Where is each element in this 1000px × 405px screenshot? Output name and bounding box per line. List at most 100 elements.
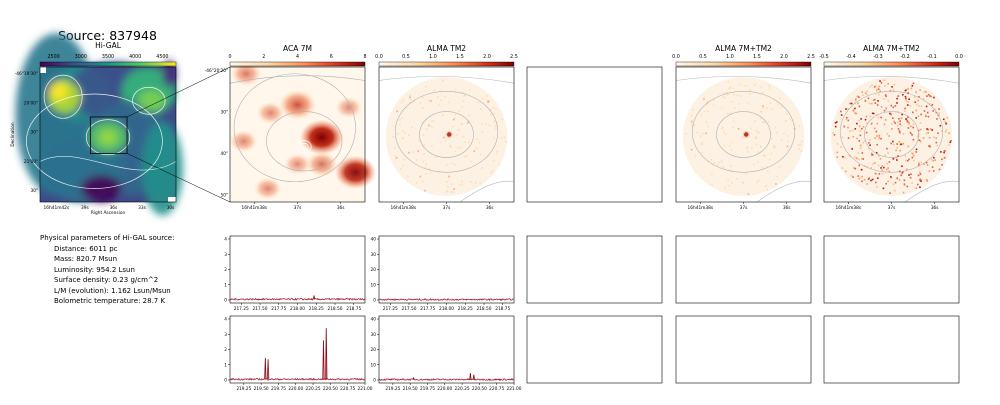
- alma-7m-tm2-residual-noise-pixel: [920, 180, 922, 182]
- alma-7m-tm2-residual-noise-pixel: [835, 121, 838, 123]
- alma-7m-tm2-residual-noise-pixel: [836, 156, 839, 158]
- alma-tm2-noise-pixel: [408, 151, 410, 154]
- alma-tm2-noise-pixel: [449, 145, 452, 148]
- alma-tm2-noise-pixel: [399, 123, 401, 126]
- alma-7m-tm2-residual-noise: [832, 79, 952, 194]
- alma-7m-tm2-residual-noise-pixel: [906, 121, 909, 124]
- alma-tm2-noise-pixel: [493, 120, 496, 123]
- alma-7m-tm2-residual-noise-pixel: [912, 123, 915, 126]
- alma-tm2-noise-pixel: [415, 159, 418, 161]
- alma-7m-tm2-residual-noise-pixel: [869, 139, 872, 141]
- alma-7m-tm2-residual-noise-pixel: [841, 167, 844, 169]
- alma-7m-tm2-residual-noise-pixel: [884, 85, 886, 87]
- alma-7m-tm2-residual-noise-pixel: [847, 119, 850, 122]
- alma-7m-tm2-residual-noise-pixel: [876, 104, 879, 106]
- alma-7m-tm2-residual-noise-pixel: [910, 173, 912, 175]
- alma-7m-tm2-noise-pixel: [739, 95, 742, 97]
- alma-tm2-noise-pixel: [462, 100, 465, 102]
- alma-7m-tm2-residual-noise-pixel: [843, 156, 846, 159]
- alma-7m-tm2-residual-noise-pixel: [861, 127, 863, 130]
- alma-7m-tm2-residual-noise-pixel: [834, 121, 837, 124]
- alma-tm2-noise-pixel: [487, 101, 489, 103]
- alma-tm2-colorbar-tick-label: 0.5: [402, 54, 410, 60]
- alma-7m-tm2-residual-noise-pixel: [910, 87, 913, 90]
- alma-7m-tm2-residual-noise-pixel: [873, 127, 876, 130]
- alma-tm2-noise-pixel: [495, 152, 498, 155]
- alma-7m-tm2-residual-noise-pixel: [832, 132, 835, 134]
- alma-7m-tm2-residual-noise-pixel: [872, 112, 875, 115]
- alma-7m-tm2-residual-noise-pixel: [907, 145, 910, 148]
- alma-usb-spectral-line: [412, 376, 415, 380]
- aca7m-colorbar-tick-label: 4: [296, 54, 299, 60]
- alma-7m-tm2-noise-pixel: [762, 154, 765, 157]
- parameter-evolution: L/M (evolution): 1.162 Lsun/Msun: [54, 286, 171, 295]
- higal-colorbar: 2500 3000 3500 4000 4500: [39, 54, 177, 67]
- alma-7m-tm2-residual-noise-pixel: [836, 143, 839, 145]
- alma-tm2-noise-pixel: [467, 121, 469, 124]
- alma-7m-tm2-residual-noise-pixel: [857, 175, 860, 177]
- alma-7m-tm2-residual-noise-pixel: [901, 143, 904, 146]
- alma-7m-tm2-residual-noise-pixel: [927, 128, 929, 131]
- alma-tm2-noise-pixel: [481, 98, 484, 100]
- alma-7m-tm2-residual-noise-pixel: [836, 151, 839, 154]
- alma-7m-tm2-residual-noise-pixel: [857, 102, 859, 105]
- alma-tm2-noise-pixel: [446, 163, 448, 166]
- alma-7m-tm2-residual-noise-pixel: [928, 103, 931, 105]
- alma-tm2-noise-pixel: [401, 137, 404, 140]
- alma-7m-tm2-residual-noise-pixel: [860, 118, 862, 120]
- alma-7m-tm2-residual-noise-pixel: [877, 177, 879, 179]
- alma-7m-tm2-residual-noise-pixel: [929, 145, 931, 148]
- alma-tm2-noise-pixel: [418, 139, 421, 142]
- alma-7m-tm2-residual-noise-pixel: [871, 84, 873, 86]
- alma-tm2-peak-halo: [445, 131, 453, 138]
- alma-7m-tm2-residual-noise-pixel: [911, 182, 913, 184]
- alma-7m-tm2-residual-noise-pixel: [858, 164, 861, 167]
- alma-7m-tm2-residual-noise-pixel: [868, 102, 871, 105]
- alma-7m-tm2-residual-noise-pixel: [863, 165, 866, 167]
- alma-7m-tm2-residual-noise-pixel: [840, 110, 842, 113]
- parameters-block: Physical parameters of Hi-GAL source: Di…: [40, 233, 174, 307]
- aca7m-colorbar-bar: [229, 61, 366, 67]
- alma-7m-tm2-residual-noise-pixel: [883, 123, 886, 126]
- alma-tm2-noise-pixel: [488, 100, 491, 102]
- aca-usb-x-tick-label: 221.00: [357, 386, 372, 392]
- alma-tm2-noise-pixel: [404, 132, 407, 134]
- alma-tm2-noise-pixel: [442, 114, 444, 116]
- alma-tm2-noise-pixel: [470, 181, 473, 183]
- alma-7m-tm2-residual-noise-pixel: [944, 150, 946, 152]
- alma-7m-tm2-residual-noise-pixel: [883, 98, 885, 100]
- alma-7m-tm2-noise-pixel: [768, 159, 771, 161]
- alma-7m-tm2-noise-pixel: [765, 166, 768, 168]
- alma-7m-tm2-noise-pixel: [747, 151, 749, 153]
- alma-7m-tm2-residual-noise-pixel: [927, 93, 930, 96]
- alma-7m-tm2-residual-noise-pixel: [887, 152, 889, 154]
- alma-7m-tm2-residual-noise-pixel: [934, 159, 937, 161]
- alma-tm2-noise-pixel: [491, 170, 494, 172]
- alma-7m-tm2-noise-pixel: [756, 151, 759, 154]
- alma-7m-tm2-residual-colorbar-tick-label: 0.0: [955, 54, 963, 60]
- alma-7m-tm2-noise-pixel: [757, 161, 759, 164]
- alma-7m-tm2-residual-noise-pixel: [852, 109, 855, 112]
- alma-7m-tm2-noise-pixel: [756, 181, 758, 183]
- alma-7m-tm2-noise-pixel: [721, 166, 724, 169]
- empty-spectrum-frame: [675, 315, 812, 384]
- alma-7m-tm2-residual-noise-pixel: [925, 132, 928, 135]
- alma-7m-tm2-residual-noise-pixel: [926, 180, 928, 182]
- alma-7m-tm2-residual-noise-pixel: [866, 93, 868, 96]
- alma-tm2-noise-pixel: [479, 153, 482, 156]
- alma-7m-tm2-noise-pixel: [727, 81, 730, 83]
- aca7m-emission-blob: [253, 177, 282, 200]
- alma-tm2-noise-pixel: [444, 139, 447, 142]
- aca-lsb-x-tick-label: 217.50: [252, 306, 267, 312]
- alma-7m-tm2-noise-pixel: [799, 143, 802, 146]
- alma-7m-tm2-residual-noise-pixel: [905, 89, 907, 92]
- alma-7m-tm2-residual-noise-pixel: [849, 102, 851, 105]
- alma-7m-tm2-noise-pixel: [747, 193, 750, 195]
- alma-7m-tm2-residual-noise-pixel: [890, 142, 892, 145]
- alma-7m-tm2-residual-noise-pixel: [898, 130, 901, 132]
- alma-tm2-noise-pixel: [446, 190, 449, 192]
- alma-tm2-noise-pixel: [402, 99, 404, 101]
- alma-7m-tm2-residual-noise-pixel: [879, 90, 882, 92]
- alma-7m-tm2-residual-noise-pixel: [875, 185, 878, 188]
